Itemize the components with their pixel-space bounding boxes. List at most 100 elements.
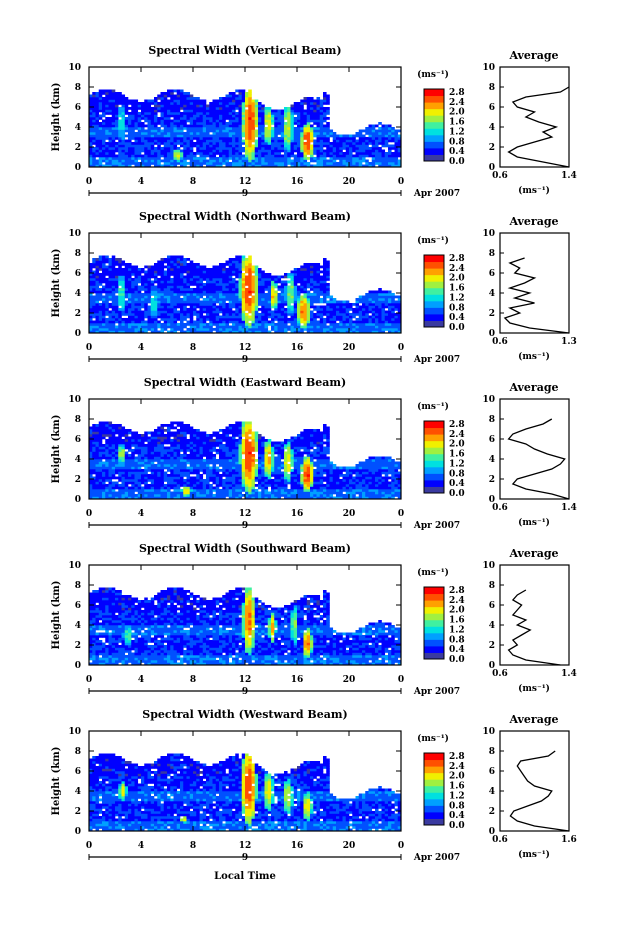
x-tick-label: 20 [343,177,356,187]
heatmap-cell [274,114,278,118]
heatmap-cell [202,288,207,291]
heatmap-cell [193,323,197,326]
heatmap-cell [287,305,291,309]
heatmap-cell [157,122,161,125]
heatmap-cell [124,142,129,145]
heatmap-cell [121,288,126,291]
heatmap-cell [102,134,106,138]
heatmap-cell [248,305,252,309]
heatmap-cell [388,323,392,326]
heatmap-cell [316,132,321,135]
heatmap-cell [284,107,288,110]
heatmap-cell [154,162,158,165]
heatmap-cell [232,280,236,284]
heatmap-cell [339,330,343,334]
heatmap-cell [303,114,308,118]
heatmap-cell [245,92,249,95]
heatmap-cell [150,283,155,286]
heatmap-cell [238,117,243,120]
heatmap-cell [176,147,181,150]
heatmap-cell [290,283,295,286]
heatmap-cell [131,162,135,165]
heatmap-cell [160,97,165,100]
heatmap-cell [323,310,327,314]
heatmap-cell [365,127,369,130]
heatmap-cell [189,313,194,316]
heatmap-cell [368,134,373,138]
heatmap-cell [287,300,291,304]
heatmap-cell [394,318,399,321]
heatmap-cell [144,102,148,105]
heatmap-cell [105,159,109,163]
heatmap-cell [336,147,340,150]
heatmap-cell [241,275,246,279]
heatmap-cell [391,298,395,301]
heatmap-cell [293,142,298,145]
heatmap-cell [355,318,360,321]
heatmap-cell [115,436,119,440]
heatmap-cell [95,325,100,329]
heatmap-cell [102,275,106,279]
heatmap-cell [297,305,301,309]
heatmap-cell [228,270,233,274]
heatmap-cell [228,313,233,316]
heatmap-cell [105,451,109,455]
heatmap-cell [222,263,226,266]
heatmap-cell [284,298,288,301]
heatmap-cell [394,139,399,143]
heatmap-cell [319,308,324,311]
heatmap-cell [228,149,233,153]
heatmap-cell [261,149,265,153]
heatmap-cell [150,162,155,165]
heatmap-cell [254,315,259,319]
heatmap-cell [316,313,321,316]
heatmap-cell [196,152,200,155]
heatmap-cell [160,119,165,123]
heatmap-cell [326,265,330,269]
heatmap-cell [267,290,272,294]
heatmap-cell [271,159,275,163]
heatmap-cell [381,323,386,326]
heatmap-cell [141,157,145,160]
heatmap-cell [108,496,113,500]
heatmap-cell [254,162,259,165]
heatmap-cell [362,298,366,301]
heatmap-cell [95,263,100,266]
heatmap-cell [339,159,343,163]
heatmap-cell [306,318,311,321]
heatmap-cell [277,285,282,289]
heatmap-cell [89,454,93,457]
heatmap-cell [118,147,122,150]
heatmap-cell [173,265,178,269]
heatmap-cell [280,114,285,118]
heatmap-cell [128,99,132,103]
heatmap-cell [261,270,265,274]
heatmap-cell [92,323,96,326]
heatmap-cell [219,114,223,118]
average-title: Average [508,215,558,228]
heatmap-cell [118,270,122,274]
heatmap-cell [147,308,152,311]
heatmap-cell [290,112,295,115]
colorbar-tick-label: 1.2 [449,127,465,137]
heatmap-cell [362,305,366,309]
heatmap-cell [212,270,217,274]
heatmap-cell [332,137,337,140]
heatmap-cell [241,159,246,163]
heatmap-cell [180,107,184,110]
heatmap-cell [189,137,194,140]
heatmap-cell [105,308,109,311]
heatmap-cell [258,315,262,319]
heatmap-cell [176,263,181,266]
heatmap-cell [147,117,152,120]
heatmap-cell [150,137,155,140]
heatmap-cell [115,270,119,274]
heatmap-cell [118,308,122,311]
heatmap-cell [225,152,230,155]
heatmap-cell [128,280,132,284]
heatmap-cell [271,275,275,279]
heatmap-cell [284,315,288,319]
heatmap-cell [254,295,259,299]
heatmap-cell [271,300,275,304]
heatmap-cell [258,275,262,279]
